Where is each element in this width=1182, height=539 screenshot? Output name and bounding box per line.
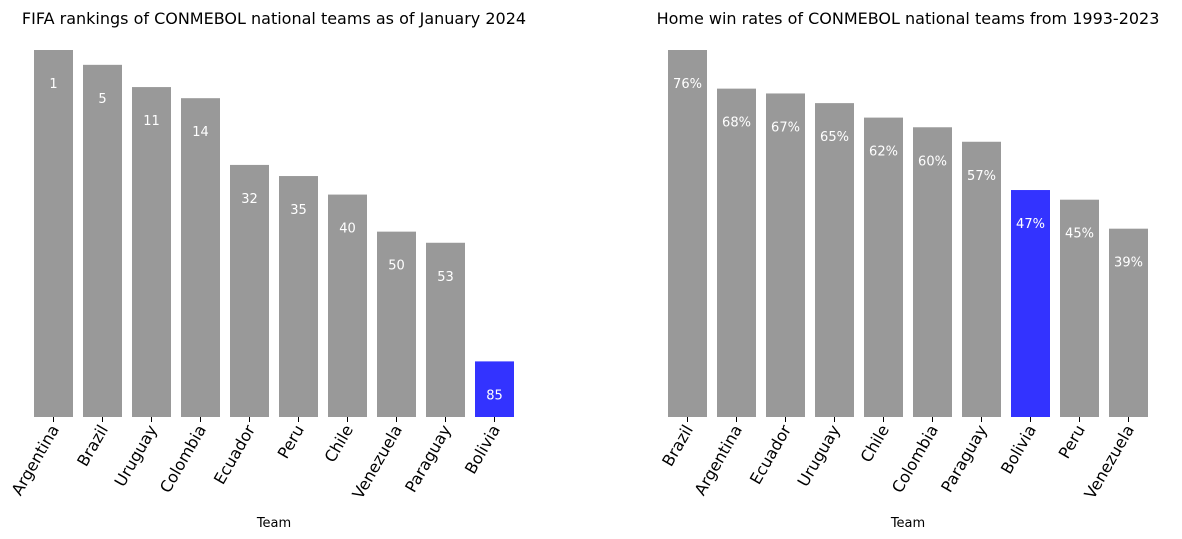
tick-label-bolivia: Bolivia xyxy=(997,422,1040,478)
data-label-argentina: 68% xyxy=(722,116,751,131)
chart-title-rankings: FIFA rankings of CONMEBOL national teams… xyxy=(22,9,526,28)
data-label-colombia: 14 xyxy=(192,125,209,140)
x-axis-label-home-win-rates: Team xyxy=(890,516,925,531)
tick-label-argentina: Argentina xyxy=(7,422,62,499)
bar-ecuador xyxy=(766,93,805,418)
data-label-paraguay: 57% xyxy=(967,169,996,184)
data-label-colombia: 60% xyxy=(918,154,947,169)
data-label-brazil: 76% xyxy=(673,77,702,92)
bar-chile xyxy=(328,194,367,417)
data-label-peru: 45% xyxy=(1065,227,1094,242)
tick-label-chile: Chile xyxy=(856,422,892,466)
rankings-chart: 1 Argentina 5 Brazil 11 Uruguay 14 Colombia 32 Ec… xyxy=(7,50,514,502)
bar-uruguay xyxy=(815,103,854,418)
bar-bolivia xyxy=(1011,190,1050,417)
bar-brazil xyxy=(83,64,122,418)
tick-label-chile: Chile xyxy=(320,422,356,466)
data-label-ecuador: 67% xyxy=(771,120,800,135)
data-label-venezuela: 50 xyxy=(388,259,405,274)
bar-venezuela xyxy=(1109,228,1148,417)
bar-paraguay xyxy=(426,242,465,417)
tick-label-argentina: Argentina xyxy=(690,422,745,499)
tick-label-uruguay: Uruguay xyxy=(111,422,161,490)
data-label-paraguay: 53 xyxy=(437,270,454,285)
bar-brazil xyxy=(668,50,707,417)
bar-ecuador xyxy=(230,164,269,417)
data-label-bolivia: 47% xyxy=(1016,217,1045,232)
bar-chile xyxy=(864,117,903,418)
tick-label-venezuela: Venezuela xyxy=(348,422,406,503)
bar-colombia xyxy=(181,98,220,417)
data-label-chile: 40 xyxy=(339,222,356,237)
tick-label-colombia: Colombia xyxy=(888,422,942,497)
x-axis-label-rankings: Team xyxy=(256,516,291,531)
tick-label-bolivia: Bolivia xyxy=(461,422,504,478)
bar-bolivia xyxy=(475,361,514,417)
tick-label-colombia: Colombia xyxy=(156,422,210,497)
bar-argentina xyxy=(34,50,73,417)
data-label-argentina: 1 xyxy=(49,77,57,92)
bar-paraguay xyxy=(962,141,1001,417)
data-label-uruguay: 65% xyxy=(820,130,849,145)
data-label-venezuela: 39% xyxy=(1114,256,1143,271)
tick-label-brazil: Brazil xyxy=(658,422,697,470)
data-label-brazil: 5 xyxy=(98,92,106,107)
tick-label-uruguay: Uruguay xyxy=(794,422,844,490)
tick-label-peru: Peru xyxy=(274,422,308,462)
bar-peru xyxy=(1060,199,1099,417)
bar-peru xyxy=(279,176,318,417)
tick-label-paraguay: Paraguay xyxy=(401,422,455,496)
data-label-ecuador: 32 xyxy=(241,192,258,207)
tick-label-brazil: Brazil xyxy=(73,422,112,470)
data-label-uruguay: 11 xyxy=(143,114,160,129)
bar-argentina xyxy=(717,88,756,417)
tick-label-venezuela: Venezuela xyxy=(1080,422,1138,503)
tick-label-paraguay: Paraguay xyxy=(937,422,991,496)
tick-label-ecuador: Ecuador xyxy=(746,421,795,487)
tick-label-ecuador: Ecuador xyxy=(210,421,259,487)
data-label-peru: 35 xyxy=(290,203,307,218)
home-win-rates-chart: 76% Brazil 68% Argentina 67% Ecuador 65% Urugua… xyxy=(658,50,1148,502)
bar-uruguay xyxy=(132,87,171,417)
tick-label-peru: Peru xyxy=(1055,422,1089,462)
data-label-chile: 62% xyxy=(869,145,898,160)
chart-title-home-win-rates: Home win rates of CONMEBOL national team… xyxy=(657,9,1160,28)
data-label-bolivia: 85 xyxy=(486,388,503,403)
bar-venezuela xyxy=(377,231,416,417)
bar-colombia xyxy=(913,127,952,418)
